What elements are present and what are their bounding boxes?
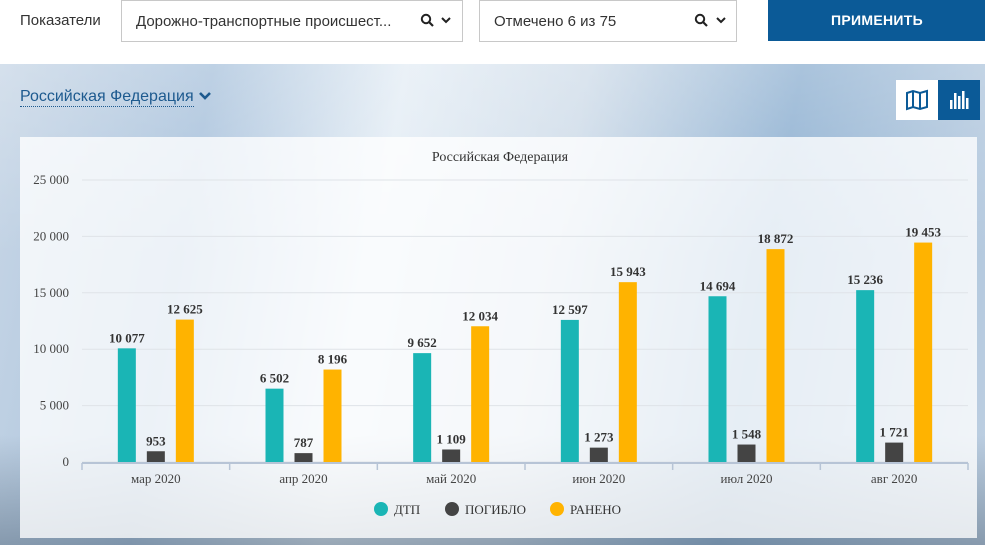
x-tick-label: авг 2020 bbox=[871, 471, 918, 486]
bar[interactable] bbox=[708, 296, 727, 462]
data-label: 19 453 bbox=[905, 225, 941, 240]
x-tick-label: апр 2020 bbox=[279, 471, 327, 486]
search-icon[interactable] bbox=[694, 13, 708, 30]
search-icon[interactable] bbox=[420, 13, 434, 30]
bar[interactable] bbox=[766, 249, 785, 462]
bar[interactable] bbox=[323, 369, 342, 462]
data-label: 18 872 bbox=[758, 231, 794, 246]
x-tick-label: июн 2020 bbox=[572, 471, 625, 486]
data-label: 12 597 bbox=[552, 302, 588, 317]
bar[interactable] bbox=[856, 290, 875, 462]
data-label: 12 625 bbox=[167, 302, 203, 317]
bar[interactable] bbox=[265, 388, 284, 462]
regions-select-value: Отмечено 6 из 75 bbox=[494, 13, 617, 30]
y-tick-label: 20 000 bbox=[33, 228, 69, 243]
legend-marker[interactable] bbox=[550, 502, 564, 516]
data-label: 9 652 bbox=[408, 335, 437, 350]
bar[interactable] bbox=[117, 348, 136, 462]
bar[interactable] bbox=[589, 447, 608, 462]
filter-bar: Показатели Дорожно-транспортные происшес… bbox=[0, 0, 985, 64]
y-tick-label: 5 000 bbox=[40, 398, 69, 413]
bar[interactable] bbox=[442, 449, 461, 462]
data-label: 10 077 bbox=[109, 330, 145, 345]
data-label: 15 943 bbox=[610, 264, 646, 279]
y-tick-label: 10 000 bbox=[33, 341, 69, 356]
legend-label[interactable]: ПОГИБЛО bbox=[465, 502, 526, 517]
data-label: 787 bbox=[294, 435, 314, 450]
bar[interactable] bbox=[471, 326, 490, 462]
bar[interactable] bbox=[914, 242, 933, 462]
indicator-select[interactable]: Дорожно-транспортные происшест... bbox=[121, 0, 463, 42]
x-tick-label: мар 2020 bbox=[131, 471, 181, 486]
data-label: 1 721 bbox=[880, 425, 909, 440]
x-tick-label: июл 2020 bbox=[720, 471, 772, 486]
chart-view-toggle[interactable] bbox=[938, 80, 980, 120]
regions-select[interactable]: Отмечено 6 из 75 bbox=[479, 0, 737, 42]
bar[interactable] bbox=[885, 442, 904, 462]
legend-label[interactable]: ДТП bbox=[394, 502, 420, 517]
data-label: 6 502 bbox=[260, 371, 289, 386]
y-tick-label: 25 000 bbox=[33, 172, 69, 187]
indicator-select-value: Дорожно-транспортные происшест... bbox=[136, 13, 392, 30]
bar[interactable] bbox=[737, 444, 756, 462]
indicators-label: Показатели bbox=[20, 12, 101, 29]
bar[interactable] bbox=[175, 319, 194, 462]
data-label: 1 548 bbox=[732, 427, 762, 442]
chart-title: Российская Федерация bbox=[432, 150, 569, 165]
map-icon bbox=[906, 89, 928, 111]
chevron-down-icon[interactable] bbox=[715, 13, 727, 30]
bar[interactable] bbox=[618, 282, 637, 462]
x-tick-label: май 2020 bbox=[426, 471, 476, 486]
legend-marker[interactable] bbox=[445, 502, 459, 516]
y-tick-label: 15 000 bbox=[33, 285, 69, 300]
data-label: 12 034 bbox=[462, 308, 498, 323]
apply-button[interactable]: ПРИМЕНИТЬ bbox=[768, 0, 985, 41]
chevron-down-icon[interactable] bbox=[440, 13, 452, 30]
data-label: 1 109 bbox=[437, 431, 467, 446]
bar[interactable] bbox=[413, 353, 432, 462]
bar[interactable] bbox=[146, 451, 165, 462]
bar[interactable] bbox=[560, 319, 579, 462]
bar[interactable] bbox=[294, 453, 313, 462]
y-tick-label: 0 bbox=[63, 454, 70, 469]
data-label: 953 bbox=[146, 433, 166, 448]
data-label: 15 236 bbox=[847, 272, 883, 287]
chevron-down-icon[interactable] bbox=[198, 89, 212, 106]
data-label: 1 273 bbox=[584, 430, 614, 445]
map-view-toggle[interactable] bbox=[896, 80, 938, 120]
region-selector[interactable]: Российская Федерация bbox=[20, 88, 194, 107]
legend-label[interactable]: РАНЕНО bbox=[570, 502, 621, 517]
data-label: 14 694 bbox=[700, 278, 736, 293]
legend-marker[interactable] bbox=[374, 502, 388, 516]
bar-chart-icon bbox=[950, 91, 969, 109]
data-label: 8 196 bbox=[318, 352, 348, 367]
